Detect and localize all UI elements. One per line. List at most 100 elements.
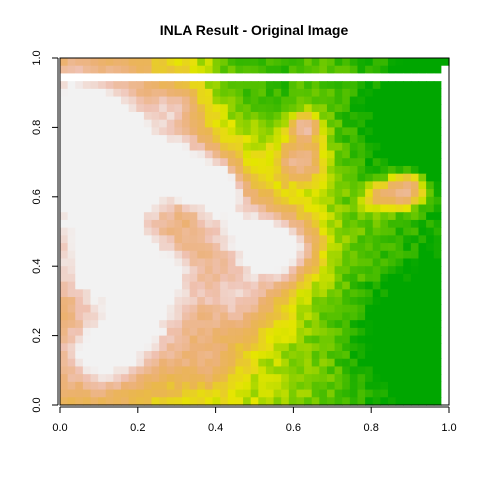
- heatmap-cell: [334, 135, 343, 144]
- heatmap-cell: [113, 158, 122, 167]
- heatmap-cell: [220, 189, 229, 198]
- heatmap-cell: [433, 127, 442, 136]
- heatmap-cell: [326, 81, 336, 90]
- heatmap-cell: [311, 335, 320, 344]
- heatmap-cell: [98, 135, 107, 144]
- heatmap-cell: [387, 212, 397, 221]
- heatmap-cell: [82, 212, 92, 221]
- heatmap-cell: [98, 73, 107, 82]
- heatmap-cell: [380, 250, 389, 260]
- heatmap-cell: [273, 181, 282, 190]
- heatmap-cell: [243, 227, 252, 236]
- heatmap-cell: [166, 127, 176, 136]
- heatmap-cell: [395, 73, 404, 82]
- heatmap-cell: [250, 343, 259, 352]
- heatmap-cell: [243, 189, 252, 198]
- heatmap-cell: [265, 281, 275, 290]
- heatmap-cell: [151, 389, 160, 398]
- heatmap-cell: [189, 173, 198, 182]
- heatmap-cell: [387, 343, 397, 352]
- heatmap-cell: [387, 281, 397, 290]
- heatmap-cell: [258, 158, 267, 167]
- heatmap-cell: [136, 320, 145, 329]
- heatmap-cell: [418, 189, 427, 198]
- heatmap-cell: [342, 96, 351, 105]
- heatmap-cell: [334, 358, 343, 368]
- heatmap-cell: [227, 173, 237, 182]
- heatmap-cell: [197, 219, 206, 229]
- heatmap-cell: [75, 273, 84, 283]
- heatmap-cell: [441, 196, 450, 206]
- heatmap-cell: [265, 351, 275, 360]
- heatmap-cell: [60, 165, 69, 175]
- heatmap-cell: [250, 150, 259, 159]
- heatmap-cell: [418, 150, 427, 159]
- heatmap-cell: [235, 273, 244, 283]
- heatmap-cell: [326, 212, 336, 221]
- heatmap-cell: [174, 135, 183, 144]
- heatmap-cell: [60, 119, 69, 128]
- y-tick-label: 0.0: [31, 397, 43, 412]
- heatmap-cell: [357, 273, 366, 283]
- heatmap-cell: [387, 273, 397, 283]
- heatmap-cell: [281, 320, 290, 329]
- heatmap-cell: [319, 312, 328, 321]
- heatmap-cell: [82, 366, 92, 375]
- heatmap-cell: [212, 88, 221, 98]
- heatmap-cell: [151, 320, 160, 329]
- heatmap-cell: [128, 235, 137, 244]
- heatmap-cell: [319, 281, 328, 290]
- heatmap-cell: [281, 374, 290, 383]
- heatmap-cell: [296, 320, 305, 329]
- heatmap-cell: [334, 304, 343, 314]
- heatmap-cell: [349, 273, 359, 283]
- heatmap-cell: [166, 58, 176, 67]
- heatmap-cell: [281, 73, 290, 82]
- heatmap-cell: [326, 281, 336, 290]
- heatmap-cell: [311, 88, 320, 98]
- heatmap-cell: [82, 219, 92, 229]
- heatmap-cell: [265, 189, 275, 198]
- heatmap-cell: [304, 243, 313, 252]
- heatmap-cell: [273, 235, 282, 244]
- heatmap-cell: [250, 181, 259, 190]
- heatmap-cell: [151, 258, 160, 267]
- heatmap-cell: [395, 258, 404, 267]
- heatmap-cell: [90, 142, 99, 152]
- heatmap-cell: [387, 65, 397, 75]
- heatmap-cell: [227, 374, 237, 383]
- heatmap-cell: [90, 381, 99, 391]
- heatmap-cell: [174, 196, 183, 206]
- heatmap-cell: [98, 150, 107, 159]
- heatmap-cell: [387, 58, 397, 67]
- heatmap-cell: [243, 273, 252, 283]
- heatmap-cell: [128, 212, 137, 221]
- heatmap-cell: [349, 219, 359, 229]
- heatmap-cell: [281, 165, 290, 175]
- heatmap-cell: [182, 235, 191, 244]
- heatmap-cell: [410, 335, 420, 344]
- heatmap-cell: [441, 165, 450, 175]
- heatmap-cell: [372, 227, 381, 236]
- heatmap-cell: [395, 189, 404, 198]
- heatmap-cell: [128, 150, 137, 159]
- heatmap-cell: [143, 250, 153, 260]
- heatmap-cell: [304, 397, 313, 406]
- heatmap-cell: [182, 189, 191, 198]
- heatmap-cell: [296, 73, 305, 82]
- heatmap-cell: [380, 335, 389, 344]
- heatmap-cell: [311, 212, 320, 221]
- heatmap-cell: [403, 266, 412, 275]
- heatmap-cell: [387, 173, 397, 182]
- heatmap-cell: [166, 335, 176, 344]
- heatmap-cell: [151, 297, 160, 306]
- heatmap-cell: [197, 273, 206, 283]
- heatmap-cell: [304, 389, 313, 398]
- heatmap-cell: [334, 266, 343, 275]
- heatmap-cell: [372, 351, 381, 360]
- heatmap-cell: [403, 96, 412, 105]
- heatmap-cell: [227, 273, 237, 283]
- heatmap-cell: [121, 173, 130, 182]
- heatmap-cell: [227, 165, 237, 175]
- heatmap-cell: [235, 119, 244, 128]
